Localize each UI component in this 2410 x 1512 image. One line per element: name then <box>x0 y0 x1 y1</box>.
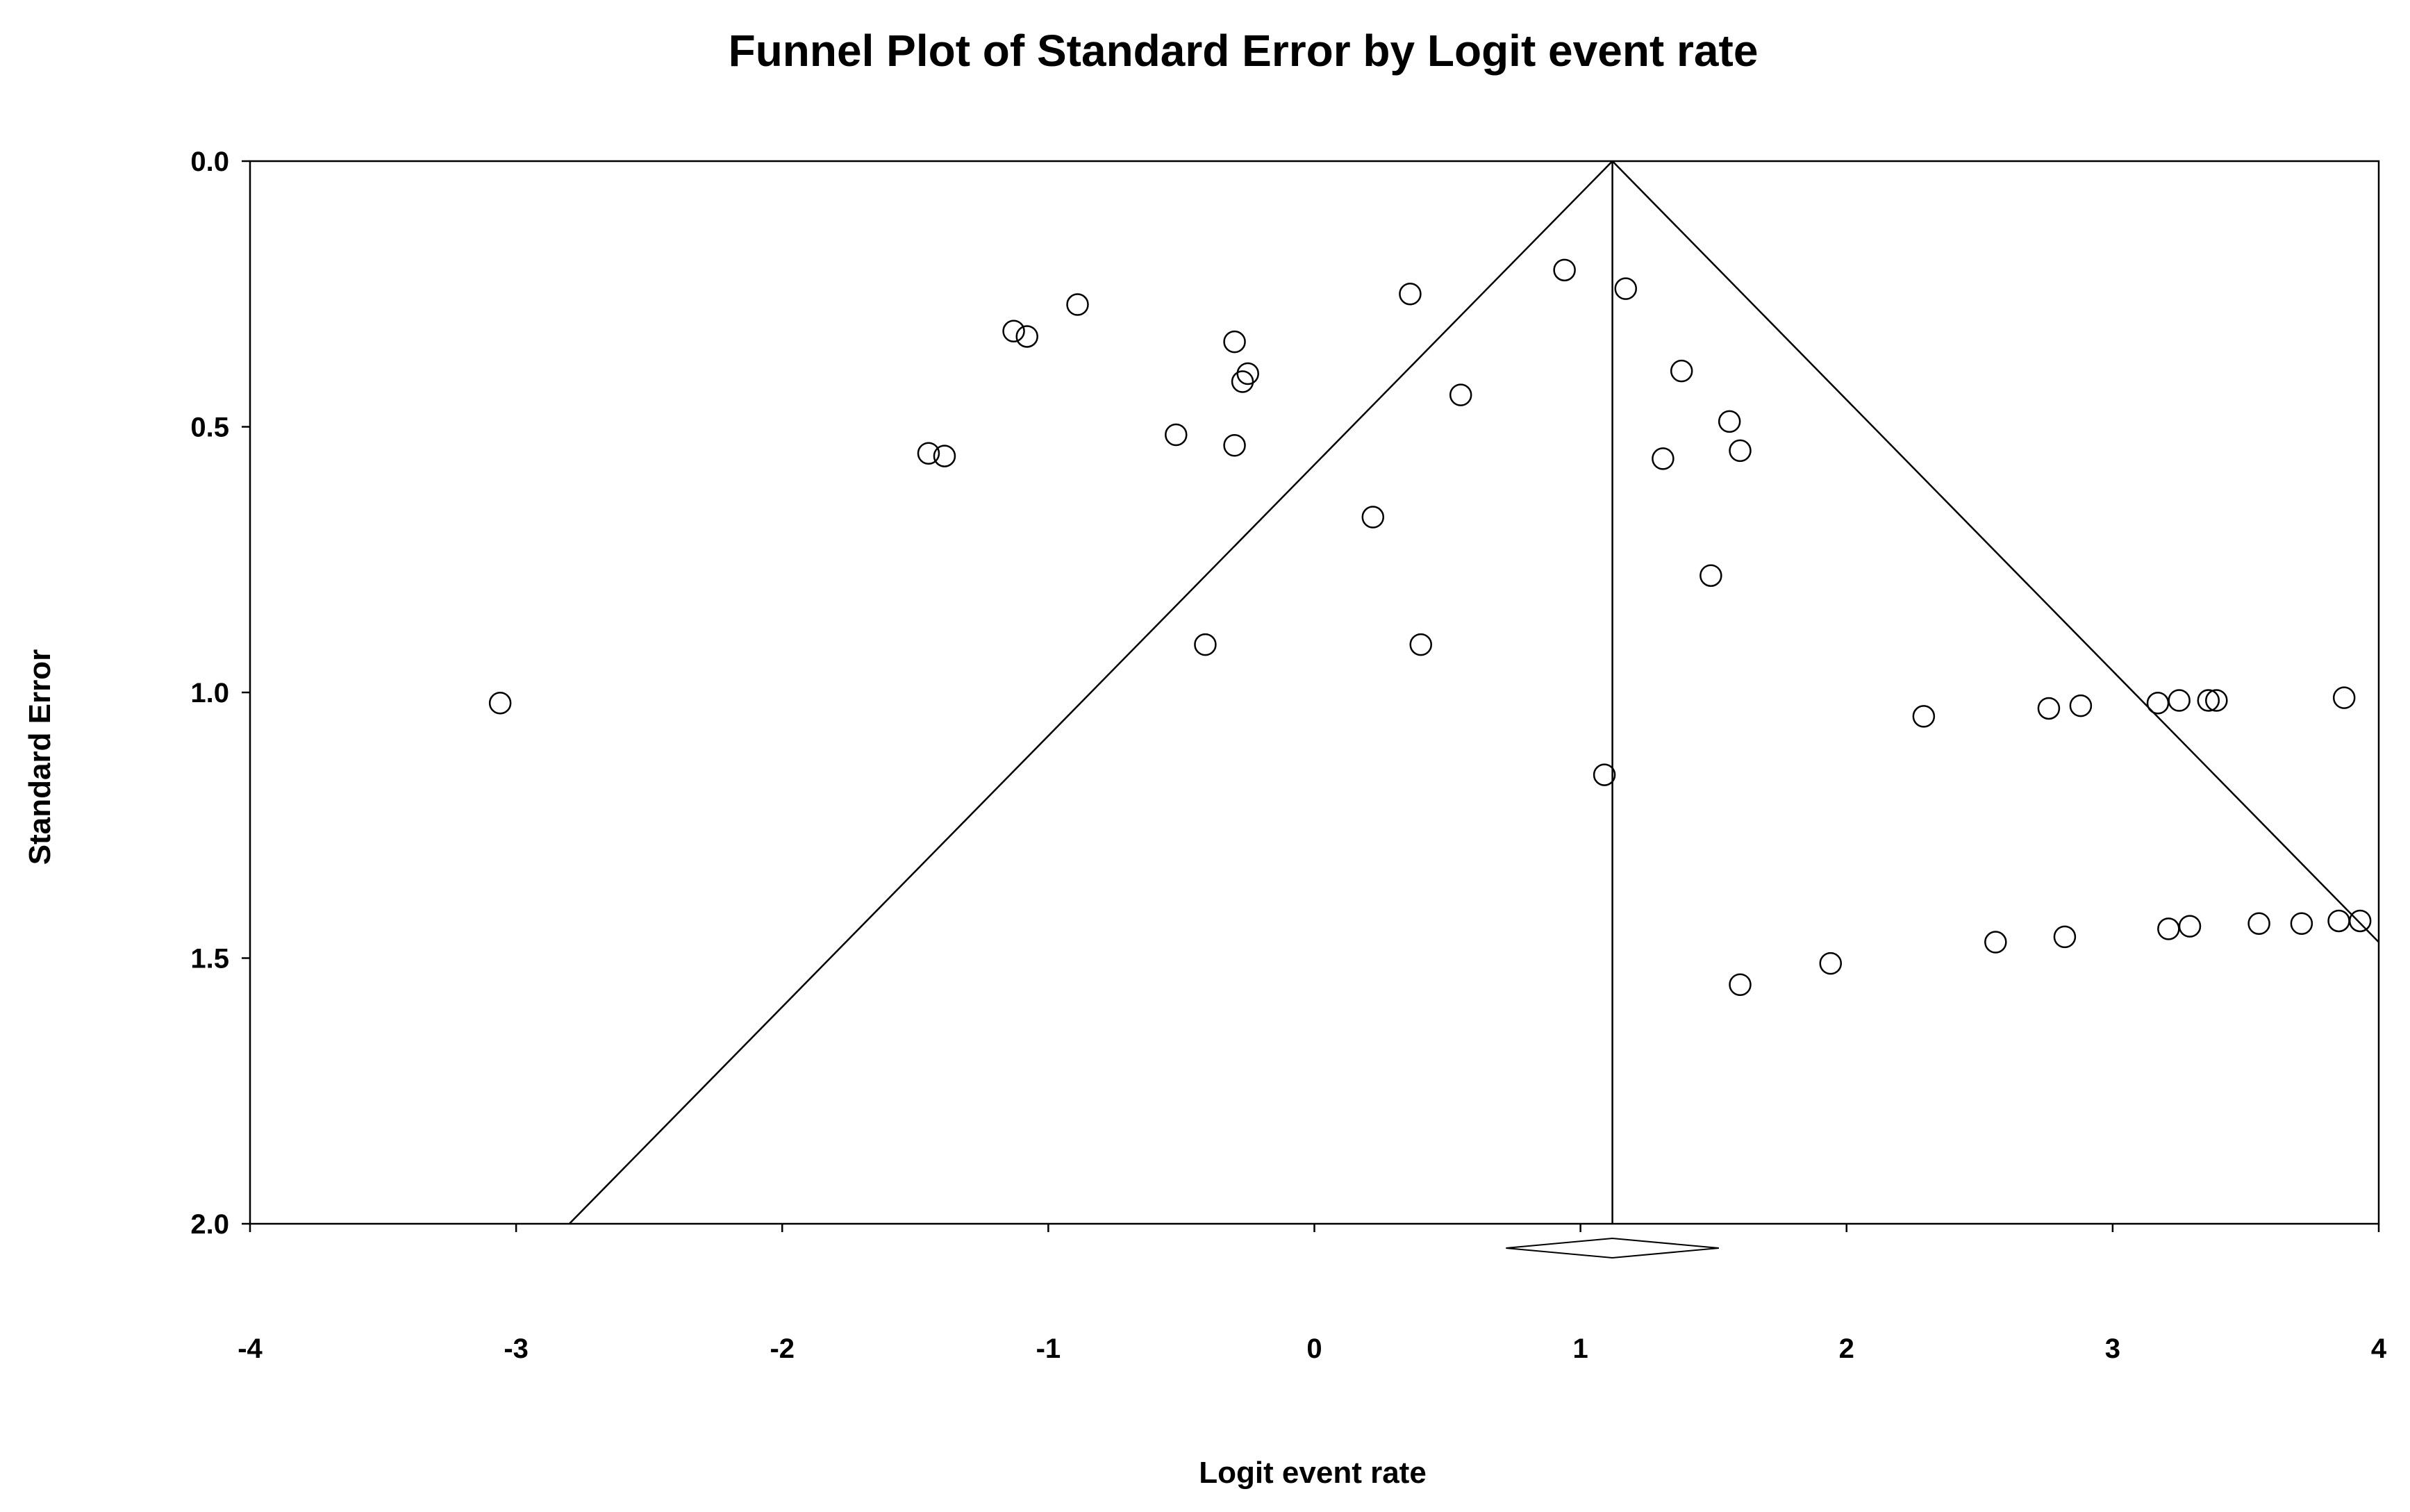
study-point-35 <box>2197 689 2220 712</box>
x-tick-label: -2 <box>770 1334 795 1364</box>
study-point-21 <box>1700 564 1722 587</box>
chart-title: Funnel Plot of Standard Error by Logit e… <box>729 26 1759 76</box>
x-tick-label: 4 <box>2371 1334 2387 1364</box>
plot-area-frame <box>249 160 2380 1225</box>
study-point-5 <box>1066 293 1089 316</box>
funnel-left-edge <box>568 161 1613 1224</box>
y-tick-label: 0.5 <box>190 413 229 443</box>
study-point-3 <box>1002 319 1025 343</box>
study-point-22 <box>1718 410 1741 433</box>
study-point-8 <box>1223 330 1246 354</box>
study-point-11 <box>1236 362 1259 385</box>
study-point-1 <box>917 442 940 465</box>
summary-diamond <box>1506 1237 1719 1259</box>
study-point-29 <box>2053 925 2077 949</box>
study-point-39 <box>2327 909 2350 933</box>
study-point-36 <box>2205 689 2228 712</box>
x-axis-title: Logit event rate <box>1199 1456 1427 1490</box>
study-point-37 <box>2247 912 2270 936</box>
y-axis-ticks: 0.0 0.5 1.0 1.5 2.0 <box>190 147 250 1240</box>
study-point-38 <box>2290 912 2313 936</box>
x-tick-label: -1 <box>1036 1334 1061 1364</box>
y-tick-label: 0.0 <box>190 147 229 177</box>
x-axis-ticks: -4 -3 -2 -1 0 1 2 3 4 <box>238 1224 2387 1364</box>
study-point-40 <box>2332 686 2356 709</box>
study-point-6 <box>1165 423 1188 447</box>
study-point-33 <box>2168 689 2191 712</box>
y-tick-label: 2.0 <box>190 1209 229 1240</box>
study-point-18 <box>1614 277 1638 300</box>
study-point-24 <box>1729 973 1752 996</box>
study-point-17 <box>1593 763 1616 786</box>
study-point-27 <box>1984 931 2007 954</box>
study-point-34 <box>2178 915 2202 938</box>
study-point-14 <box>1409 633 1432 656</box>
study-point-19 <box>1652 447 1674 470</box>
funnel-layer <box>568 161 2379 1224</box>
study-point-9 <box>1223 434 1246 457</box>
x-tick-label: 2 <box>1839 1334 1854 1364</box>
study-point-15 <box>1449 383 1472 406</box>
study-point-32 <box>2157 917 2180 940</box>
study-point-4 <box>1015 325 1038 348</box>
study-point-31 <box>2146 692 2170 715</box>
study-point-30 <box>2069 694 2093 717</box>
y-tick-label: 1.0 <box>190 678 229 708</box>
study-point-13 <box>1399 283 1422 306</box>
funnel-right-edge <box>1611 161 2379 943</box>
study-point-23 <box>1729 439 1752 463</box>
study-point-28 <box>2037 697 2061 720</box>
study-point-41 <box>2348 909 2372 933</box>
study-point-0 <box>488 692 512 715</box>
x-tick-label: 1 <box>1573 1334 1588 1364</box>
study-point-26 <box>1912 705 1936 728</box>
study-point-25 <box>1819 952 1843 975</box>
x-tick-label: -4 <box>238 1334 263 1364</box>
x-tick-label: 3 <box>2105 1334 2120 1364</box>
study-point-16 <box>1553 258 1576 282</box>
y-axis-title: Standard Error <box>23 649 57 865</box>
x-tick-label: -3 <box>504 1334 529 1364</box>
y-tick-label: 1.5 <box>190 944 229 974</box>
data-points-layer <box>488 258 2372 996</box>
study-point-12 <box>1361 506 1385 529</box>
x-tick-label: 0 <box>1306 1334 1322 1364</box>
study-point-10 <box>1231 370 1254 393</box>
study-point-20 <box>1670 359 1693 383</box>
study-point-7 <box>1194 633 1217 656</box>
study-point-2 <box>933 445 956 467</box>
